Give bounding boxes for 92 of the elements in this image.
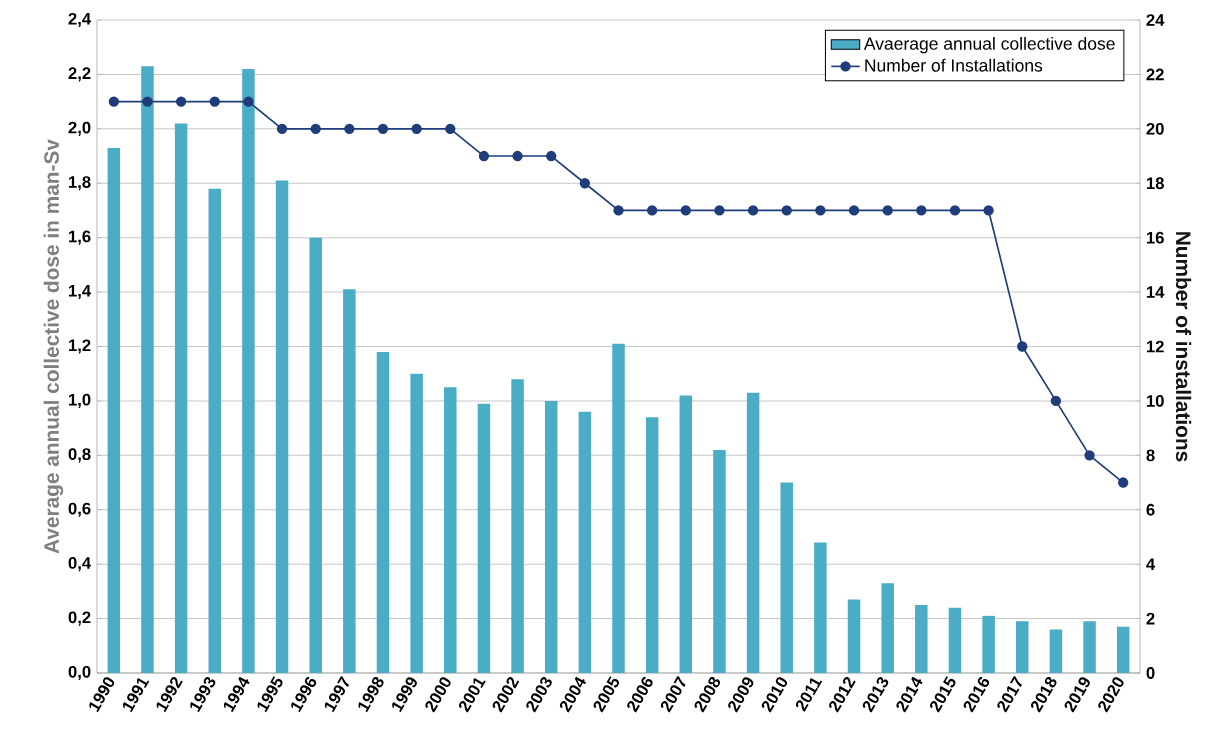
- point: [680, 205, 691, 216]
- y-tick-label: 1,4: [68, 285, 92, 300]
- bar: [141, 66, 154, 673]
- bar: [847, 599, 861, 673]
- point: [411, 123, 422, 134]
- point: [546, 150, 557, 162]
- y2-tick-label: 6: [1146, 503, 1155, 516]
- bar: [410, 373, 423, 673]
- bar: [174, 123, 188, 673]
- point: [747, 205, 759, 216]
- y2-tick-label: 20: [1146, 122, 1164, 135]
- bar: [544, 400, 558, 673]
- y-tick-label: 1,2: [68, 339, 91, 354]
- point: [949, 205, 961, 216]
- y-tick-label: 1,0: [68, 393, 91, 409]
- y-tick-label: 2,2: [68, 67, 91, 82]
- point: [310, 123, 321, 134]
- y-tick-label: 2,0: [68, 121, 91, 136]
- bar: [275, 180, 289, 673]
- y-tick-label: 0,8: [68, 448, 91, 463]
- point: [781, 205, 792, 216]
- y-tick-label: 1,6: [68, 230, 91, 245]
- bar: [477, 403, 491, 673]
- bar: [713, 449, 726, 673]
- bar: [343, 289, 356, 673]
- point: [646, 205, 658, 216]
- point: [916, 205, 927, 216]
- bar: [309, 237, 322, 673]
- y-tick-label: 0,6: [68, 502, 91, 517]
- y2-tick-label: 24: [1146, 14, 1165, 26]
- point: [1084, 450, 1095, 461]
- y2-tick-label: 8: [1146, 449, 1155, 462]
- point: [108, 96, 119, 107]
- bar: [881, 583, 894, 673]
- bar: [645, 417, 659, 673]
- bar: [1083, 621, 1096, 673]
- y2-tick-label: 2: [1146, 612, 1155, 625]
- bar: [107, 147, 121, 673]
- bar: [511, 379, 524, 673]
- y2-tick-label: 14: [1146, 286, 1165, 298]
- point: [882, 205, 893, 216]
- y2-tick-label: 4: [1146, 558, 1156, 570]
- bar: [612, 343, 625, 673]
- y-tick-label: 0,0: [68, 665, 91, 681]
- point: [142, 96, 153, 107]
- y2-tick-label: 18: [1146, 177, 1164, 190]
- bar: [679, 395, 693, 673]
- y-axis-title: Average annual collective dose in man-Sv: [43, 139, 64, 554]
- y2-tick-label: 16: [1146, 231, 1164, 244]
- point: [175, 96, 187, 107]
- y-tick-label: 0,2: [68, 611, 91, 626]
- bar: [746, 392, 760, 673]
- point: [848, 205, 860, 216]
- point: [209, 96, 220, 107]
- bar: [208, 188, 222, 673]
- legend-label: Number of Installations: [865, 58, 1043, 72]
- point: [613, 205, 624, 216]
- bar: [982, 615, 995, 673]
- bar: [915, 604, 928, 673]
- bar: [376, 351, 390, 673]
- point: [377, 123, 389, 134]
- point: [276, 123, 288, 134]
- y2-tick-label: 0: [1146, 667, 1155, 679]
- point: [714, 205, 725, 216]
- bar: [1116, 626, 1130, 673]
- bar: [1049, 629, 1063, 673]
- point: [344, 123, 355, 134]
- point: [512, 150, 523, 162]
- point: [445, 123, 456, 134]
- bar: [948, 607, 962, 673]
- point: [1050, 395, 1062, 407]
- legend-label: Avaerage annual collective dose: [863, 36, 1115, 54]
- bar: [444, 387, 457, 673]
- bar: [780, 482, 793, 673]
- y2-tick-label: 12: [1146, 340, 1164, 353]
- bar: [1016, 621, 1029, 673]
- point: [1017, 341, 1028, 352]
- bar: [578, 411, 592, 673]
- point: [1118, 477, 1129, 488]
- point: [983, 205, 994, 216]
- y-tick-label: 1,8: [68, 176, 91, 191]
- point: [243, 96, 254, 107]
- y2-tick-label: 22: [1146, 68, 1164, 81]
- y2-tick-label: 10: [1146, 395, 1164, 407]
- bar: [814, 542, 827, 673]
- point: [579, 178, 591, 189]
- y-tick-label: 0,4: [68, 557, 92, 572]
- bar: [242, 68, 255, 673]
- point: [478, 150, 490, 162]
- point: [815, 205, 826, 216]
- y2-axis-title: Number of installations: [1175, 232, 1192, 462]
- y-tick-label: 2,4: [68, 12, 92, 28]
